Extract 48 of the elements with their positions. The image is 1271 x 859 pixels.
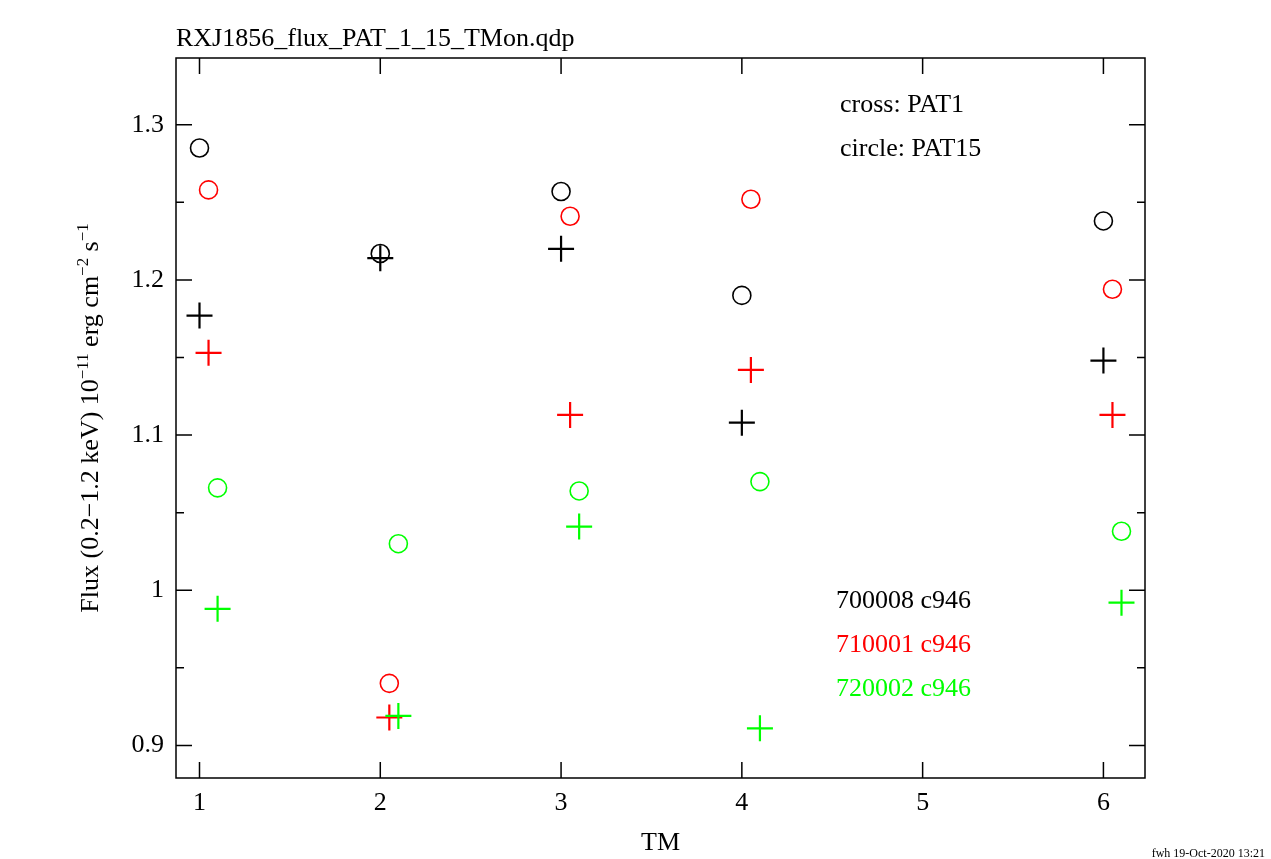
y-tick-label: 1.3 xyxy=(131,108,164,138)
point xyxy=(204,595,231,622)
point xyxy=(1111,521,1132,542)
point xyxy=(728,409,755,436)
y-tick-label: 0.9 xyxy=(131,729,164,759)
point xyxy=(1090,347,1117,374)
annotation: circle: PAT15 xyxy=(840,133,982,162)
point xyxy=(388,533,409,554)
point xyxy=(551,181,571,202)
point xyxy=(560,206,580,227)
point xyxy=(566,513,593,540)
text: 710001 c946 xyxy=(836,629,972,658)
point xyxy=(195,339,222,366)
x-tick-label: 6 xyxy=(1096,787,1110,817)
point xyxy=(732,285,752,306)
point xyxy=(385,702,412,729)
point xyxy=(189,138,210,158)
y-tick-label: 1 xyxy=(151,574,164,604)
point xyxy=(569,481,589,501)
point xyxy=(379,673,400,694)
chart-title: RXJ1856_flux_PAT_1_15_TMon.qdp xyxy=(176,23,575,52)
point xyxy=(557,401,584,428)
text: 700008 c946 xyxy=(836,585,972,614)
x-tick-label: 5 xyxy=(916,787,930,817)
annotation: cross: PAT1 xyxy=(840,89,965,118)
point xyxy=(207,478,228,498)
x-tick-label: 2 xyxy=(373,787,387,817)
y-tick-label: 1.1 xyxy=(131,418,164,448)
point xyxy=(1108,589,1135,616)
point xyxy=(1099,401,1126,428)
point xyxy=(737,356,764,383)
y-axis-title: Flux (0.2−1.2 keV) 10−11 erg cm−2 s−1 xyxy=(72,223,104,613)
x-tick-label: 3 xyxy=(554,787,568,817)
text: 720002 c946 xyxy=(836,673,972,702)
y-tick-label: 1.2 xyxy=(131,263,164,293)
point xyxy=(1102,279,1123,300)
point xyxy=(746,715,773,742)
point xyxy=(548,235,575,262)
x-axis-title: TM xyxy=(641,827,680,856)
point xyxy=(367,245,394,272)
point xyxy=(186,302,213,329)
point xyxy=(741,189,761,210)
text: fwh 19-Oct-2020 13:21 xyxy=(1151,846,1265,859)
point xyxy=(198,180,219,200)
x-tick-label: 1 xyxy=(193,787,206,817)
x-tick-label: 4 xyxy=(735,787,749,817)
point xyxy=(1093,211,1114,231)
point xyxy=(750,471,770,492)
